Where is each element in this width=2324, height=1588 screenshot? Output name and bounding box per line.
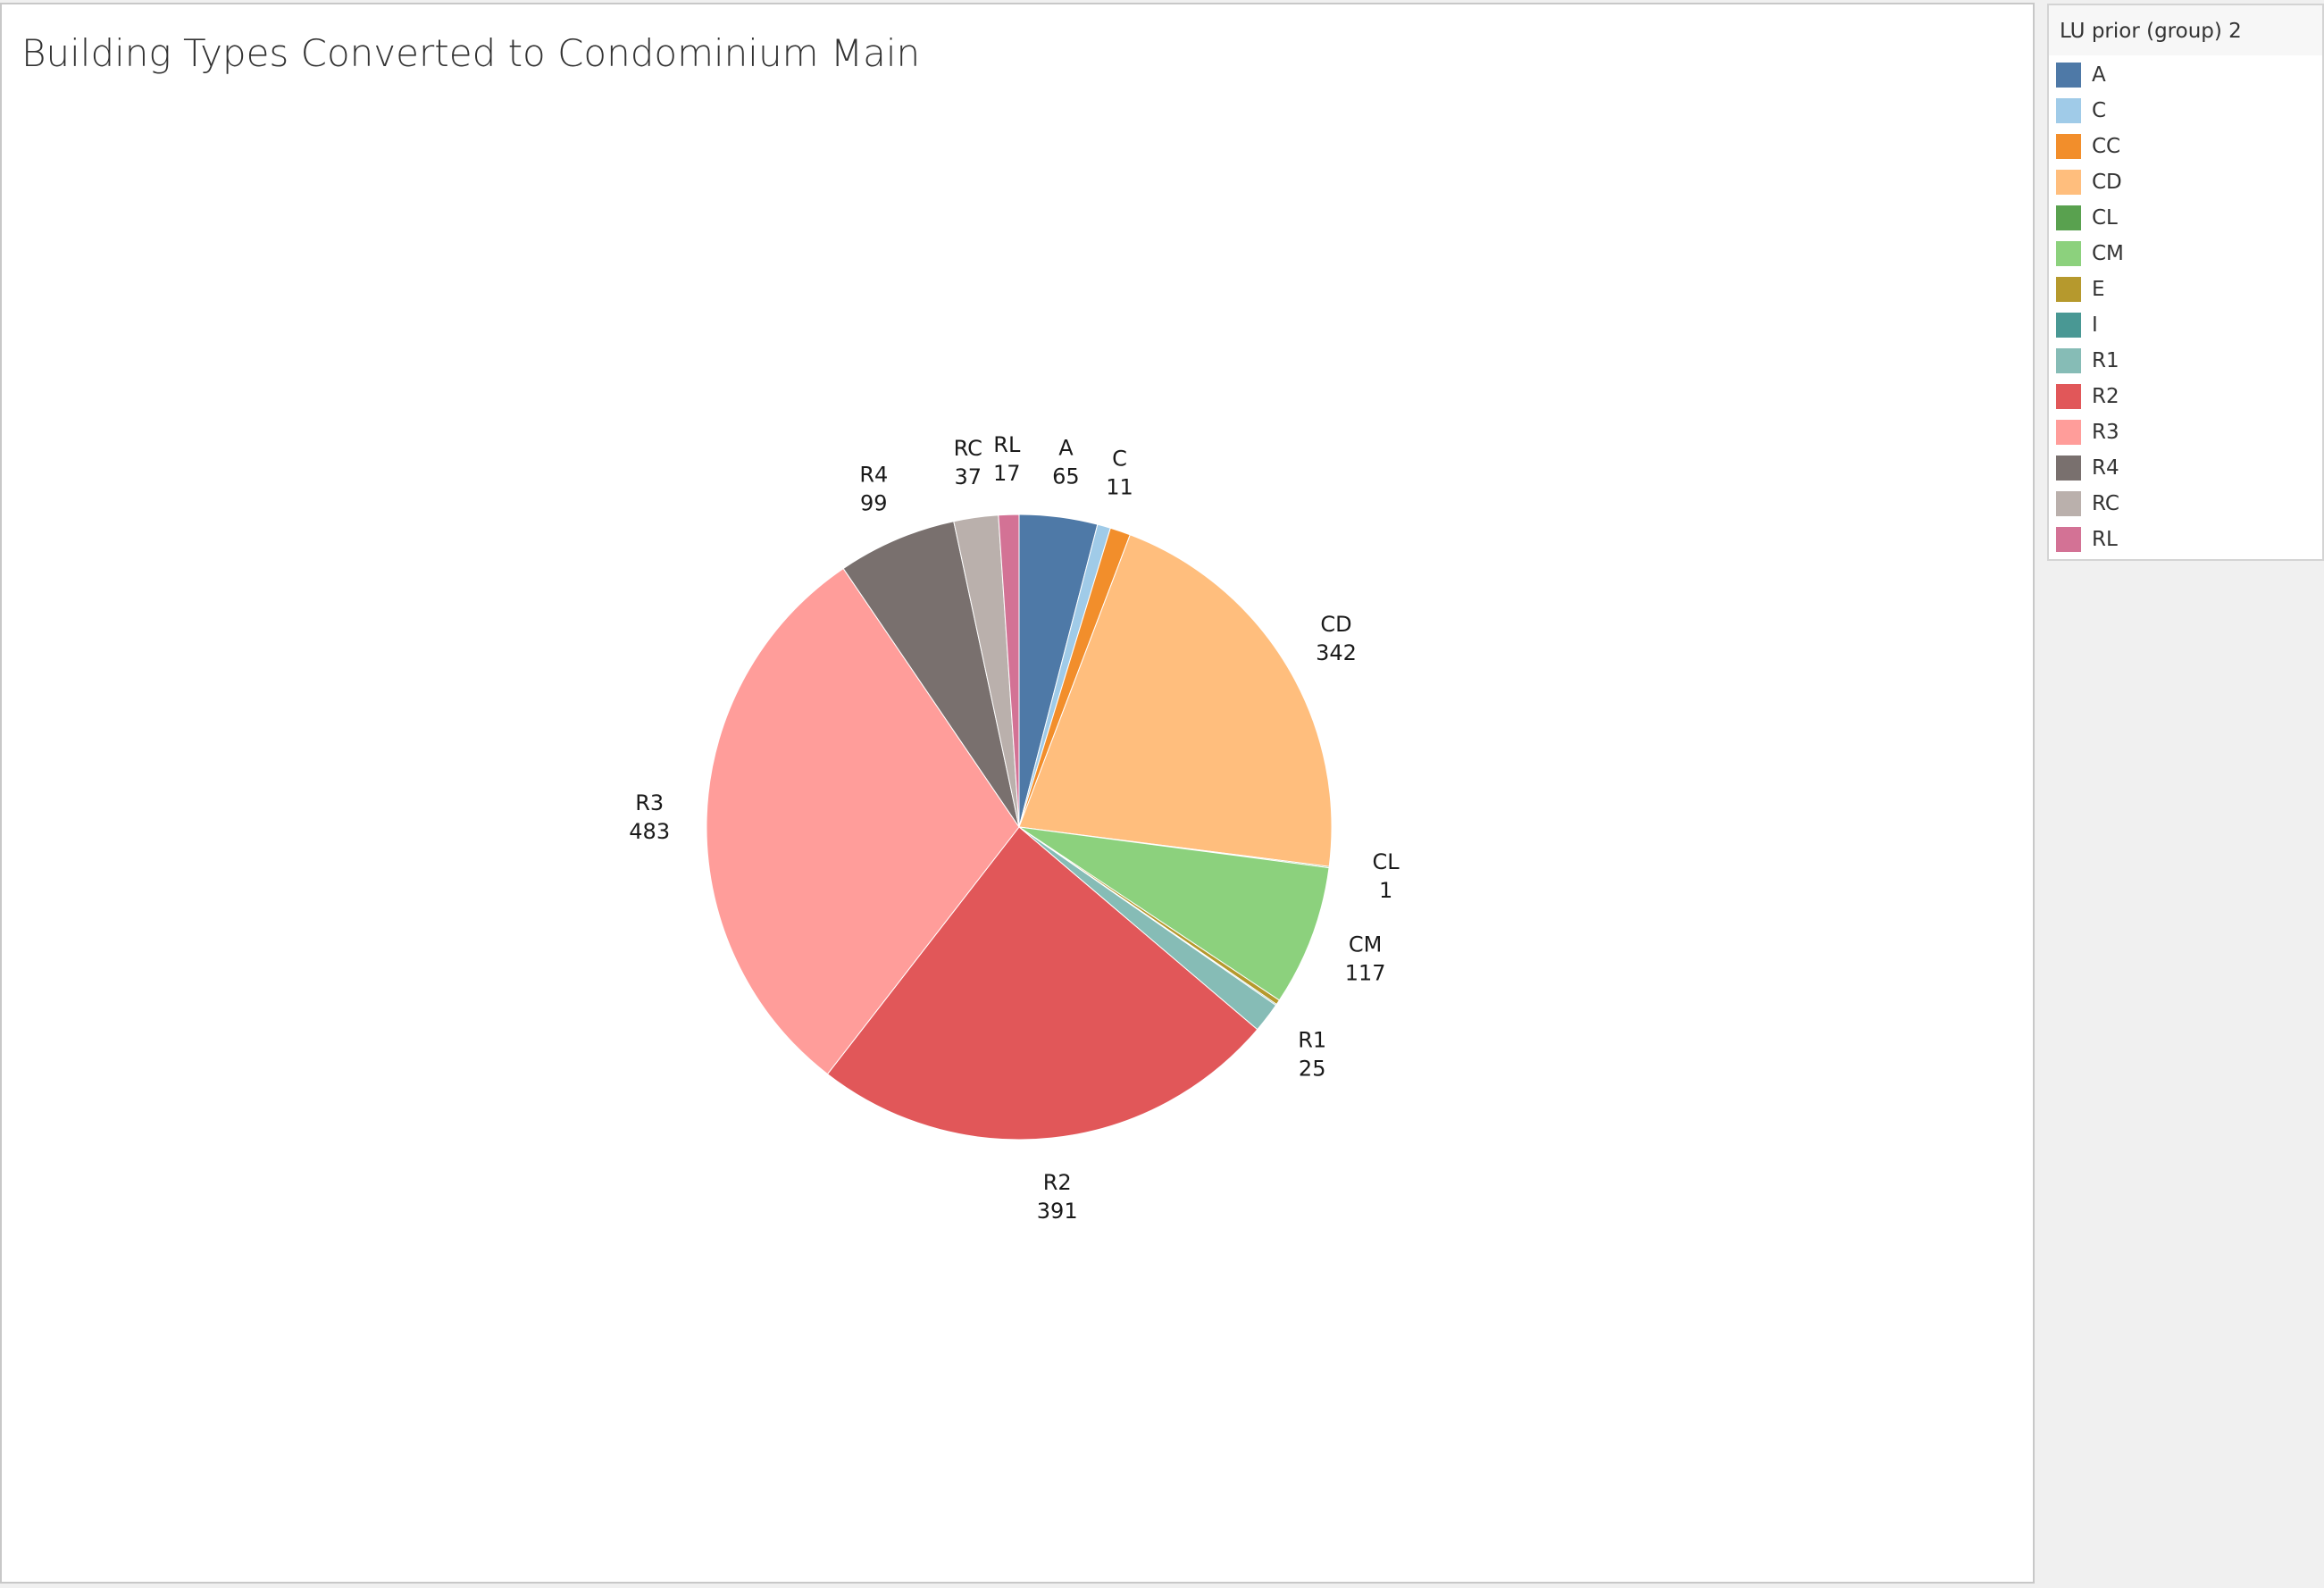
legend-label: E	[2092, 278, 2105, 301]
legend-swatch	[2056, 348, 2081, 373]
pie-chart: A 65 C 11 CD 342 CL 1 CM 117 R1 25 R2 391 R3 483 R4 99 RC 3…	[629, 432, 1400, 1224]
legend-label: R1	[2092, 349, 2119, 372]
pie-slice-r3[interactable]	[706, 567, 1020, 1075]
slice-label-cm: CM	[1349, 932, 1382, 957]
slice-label-c: C	[1112, 447, 1127, 472]
legend-label: R3	[2092, 421, 2119, 444]
slice-label-r3: R3	[635, 790, 664, 815]
legend-swatch	[2056, 456, 2081, 481]
pie-slices	[706, 514, 1333, 1141]
legend-swatch	[2056, 313, 2081, 338]
legend-item-cd[interactable]: CD	[2049, 163, 2322, 198]
legend-swatch	[2056, 241, 2081, 266]
legend-title: LU prior (group) 2	[2049, 5, 2322, 55]
legend-item-rl[interactable]: RL	[2049, 520, 2322, 556]
slice-value-cl: 1	[1379, 878, 1392, 903]
legend-swatch	[2056, 205, 2081, 230]
legend-swatch	[2056, 277, 2081, 302]
legend-swatch	[2056, 134, 2081, 159]
legend-label: I	[2092, 313, 2098, 337]
legend-label: R4	[2092, 456, 2119, 480]
pie-labels: A 65 C 11 CD 342 CL 1 CM 117 R1 25 R2 391 R3 483 R4 99 RC 3…	[629, 432, 1400, 1224]
legend-items: A C CC CD CL CM E I R1 R2 R3 R4 RC RL	[2049, 55, 2322, 556]
legend-item-r2[interactable]: R2	[2049, 377, 2322, 413]
slice-label-r4: R4	[859, 462, 888, 487]
slice-value-r2: 391	[1037, 1199, 1078, 1224]
slice-label-r2: R2	[1043, 1170, 1072, 1195]
legend-swatch	[2056, 98, 2081, 123]
slice-label-r1: R1	[1298, 1027, 1326, 1052]
legend-label: A	[2092, 63, 2106, 87]
pie-slice-r2[interactable]	[826, 826, 1258, 1141]
pie-slice-rl[interactable]	[998, 514, 1020, 828]
legend-swatch	[2056, 170, 2081, 195]
pie-slice-r4[interactable]	[842, 521, 1020, 828]
legend-item-r4[interactable]: R4	[2049, 448, 2322, 484]
legend-item-cc[interactable]: CC	[2049, 127, 2322, 163]
legend-label: R2	[2092, 385, 2119, 408]
slice-value-r4: 99	[860, 490, 888, 515]
legend-label: CM	[2092, 242, 2124, 265]
legend-item-cm[interactable]: CM	[2049, 234, 2322, 270]
chart-title: Building Types Converted to Condominium …	[21, 31, 921, 75]
legend-label: RC	[2092, 492, 2119, 515]
legend-label: CD	[2092, 171, 2122, 194]
legend-swatch	[2056, 63, 2081, 88]
slice-label-cl: CL	[1373, 849, 1400, 874]
slice-label-rc: RC	[954, 436, 982, 461]
slice-value-a: 65	[1052, 464, 1080, 489]
slice-value-r1: 25	[1299, 1056, 1326, 1081]
legend: LU prior (group) 2 A C CC CD CL CM E I R1 R2 R3 R4 R…	[2047, 4, 2324, 561]
legend-item-rc[interactable]: RC	[2049, 484, 2322, 520]
slice-value-rc: 37	[955, 464, 982, 489]
legend-item-cl[interactable]: CL	[2049, 198, 2322, 234]
legend-swatch	[2056, 527, 2081, 552]
slice-value-rl: 17	[993, 461, 1021, 486]
slice-value-c: 11	[1106, 475, 1133, 500]
slice-label-rl: RL	[993, 432, 1021, 457]
legend-swatch	[2056, 420, 2081, 445]
legend-swatch	[2056, 384, 2081, 409]
legend-item-e[interactable]: E	[2049, 270, 2322, 305]
legend-label: RL	[2092, 528, 2118, 551]
pie-slice-cm[interactable]	[1018, 826, 1330, 1001]
legend-item-r3[interactable]: R3	[2049, 413, 2322, 448]
legend-item-a[interactable]: A	[2049, 55, 2322, 91]
legend-label: CC	[2092, 135, 2121, 158]
slice-label-cd: CD	[1320, 612, 1351, 637]
legend-item-c[interactable]: C	[2049, 91, 2322, 127]
slice-value-cd: 342	[1316, 640, 1357, 665]
legend-item-i[interactable]: I	[2049, 305, 2322, 341]
legend-label: CL	[2092, 206, 2118, 230]
slice-label-a: A	[1058, 435, 1074, 460]
legend-swatch	[2056, 491, 2081, 516]
pie-slice-cd[interactable]	[1018, 534, 1333, 867]
legend-label: C	[2092, 99, 2107, 122]
slice-value-cm: 117	[1345, 961, 1386, 986]
legend-item-r1[interactable]: R1	[2049, 341, 2322, 377]
slice-value-r3: 483	[629, 819, 670, 844]
